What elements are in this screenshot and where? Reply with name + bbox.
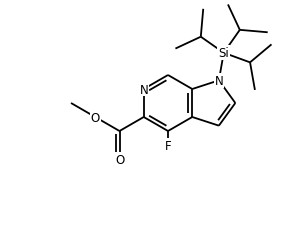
Text: N: N xyxy=(139,83,148,96)
Text: O: O xyxy=(115,153,124,166)
Text: F: F xyxy=(165,139,171,152)
Text: O: O xyxy=(91,111,100,124)
Text: Si: Si xyxy=(218,47,229,60)
Text: N: N xyxy=(215,74,223,87)
